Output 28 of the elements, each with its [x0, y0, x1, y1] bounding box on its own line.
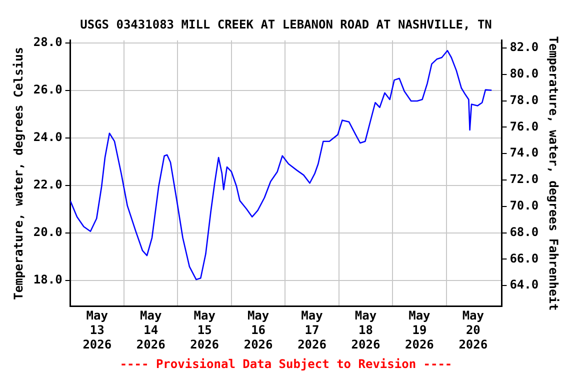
y-tick-label: 22.0 [33, 177, 62, 192]
y2-axis-title: Temperature, water, degrees Fahrenheit [546, 36, 561, 311]
x-tick-label: May 20 2026 [458, 308, 488, 352]
y-tick-label: 24.0 [33, 130, 62, 144]
y2-tick-label: 68.0 [510, 224, 539, 239]
y2-tick-label: 64.0 [510, 278, 539, 292]
y-tick-label: 28.0 [33, 34, 62, 49]
x-tick-label: May 14 2026 [136, 308, 166, 352]
y2-tick-label: 76.0 [510, 119, 539, 134]
y2-tick-label: 74.0 [510, 146, 539, 160]
text: ---- Provisional Data Subject to Revision ---- [120, 356, 452, 371]
y2-tick-label: 78.0 [510, 92, 539, 107]
y2-tick-label: 80.0 [510, 66, 539, 81]
y2-tick-label: 72.0 [510, 172, 539, 186]
x-tick-label: May 19 2026 [404, 308, 434, 352]
y2-tick-label: 70.0 [510, 198, 539, 213]
y2-tick-label: 66.0 [510, 251, 539, 266]
x-tick-label: May 18 2026 [351, 308, 380, 352]
y-tick-label: 26.0 [33, 82, 62, 96]
chart-title: USGS 03431083 MILL CREEK AT LEBANON ROAD AT NASHVILLE, TN [80, 17, 492, 32]
x-tick-label: May 15 2026 [190, 308, 220, 352]
y2-tick-label: 82.0 [510, 40, 539, 54]
x-tick-label: May 13 2026 [82, 308, 112, 352]
y-tick-label: 20.0 [33, 224, 62, 239]
y-axis-title: Temperature, water, degrees Celsius [11, 46, 26, 300]
x-tick-label: May 16 2026 [244, 308, 273, 352]
x-tick-label: May 17 2026 [298, 308, 326, 352]
y-tick-label: 18.0 [33, 272, 62, 286]
